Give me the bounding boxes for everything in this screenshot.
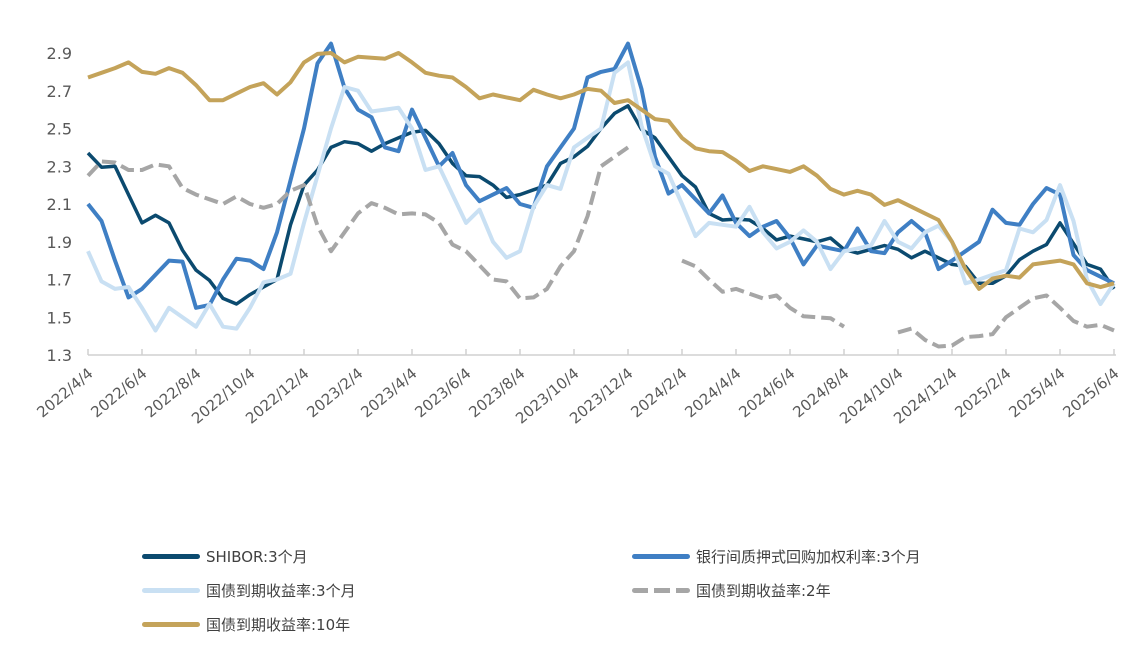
legend-swatch bbox=[142, 622, 200, 627]
x-tick-label: 2023/6/4 bbox=[411, 364, 474, 421]
y-tick-label: 1.7 bbox=[47, 271, 72, 290]
x-tick-label: 2022/6/4 bbox=[87, 364, 150, 421]
legend-swatch bbox=[632, 554, 690, 559]
legend-swatch bbox=[142, 588, 200, 593]
plot-area: 1.3 1.5 1.7 1.9 2.1 2.3 2.5 2.7 2.9 2022/4/42022/… bbox=[33, 41, 1123, 428]
y-tick-label: 1.3 bbox=[47, 346, 72, 365]
legend-label: 国债到期收益率:3个月 bbox=[206, 582, 356, 600]
legend-label: 国债到期收益率:10年 bbox=[206, 616, 351, 634]
legend-item: 银行间质押式回购加权利率:3个月 bbox=[632, 546, 921, 567]
series-line-0 bbox=[86, 104, 1116, 306]
y-tick-label: 1.5 bbox=[47, 308, 72, 327]
legend-swatch bbox=[142, 554, 200, 559]
x-tick-label: 2025/2/4 bbox=[951, 364, 1014, 421]
legend-item: 国债到期收益率:2年 bbox=[632, 580, 831, 601]
legend-label: SHIBOR:3个月 bbox=[206, 548, 308, 566]
x-tick-label: 2022/4/4 bbox=[33, 364, 96, 421]
y-tick-label: 2.9 bbox=[47, 44, 72, 63]
y-tick-label: 2.1 bbox=[47, 195, 72, 214]
legend-item: 国债到期收益率:3个月 bbox=[142, 580, 356, 601]
x-tick-label: 2023/4/4 bbox=[357, 364, 420, 421]
series-line-4 bbox=[87, 51, 1115, 291]
x-tick-label: 2024/2/4 bbox=[627, 364, 690, 421]
y-tick-label: 2.7 bbox=[47, 82, 72, 101]
legend-swatch bbox=[632, 588, 690, 593]
x-tick-label: 2024/4/4 bbox=[681, 364, 744, 421]
series-line-2 bbox=[86, 60, 1116, 333]
x-tick-label: 2025/6/4 bbox=[1059, 364, 1122, 421]
legend-label: 国债到期收益率:2年 bbox=[696, 582, 831, 600]
x-tick-label: 2024/6/4 bbox=[735, 364, 798, 421]
series-line-1 bbox=[86, 41, 1115, 310]
y-tick-label: 2.3 bbox=[47, 157, 72, 176]
y-tick-label: 2.5 bbox=[47, 120, 72, 139]
legend-item: 国债到期收益率:10年 bbox=[142, 614, 350, 635]
x-tick-label: 2023/2/4 bbox=[303, 364, 366, 421]
legend-item: SHIBOR:3个月 bbox=[142, 546, 308, 567]
x-tick-label: 2025/4/4 bbox=[1005, 364, 1068, 421]
series-line-3 bbox=[86, 145, 1115, 349]
legend-label: 银行间质押式回购加权利率:3个月 bbox=[696, 548, 921, 566]
y-tick-label: 1.9 bbox=[47, 233, 72, 252]
